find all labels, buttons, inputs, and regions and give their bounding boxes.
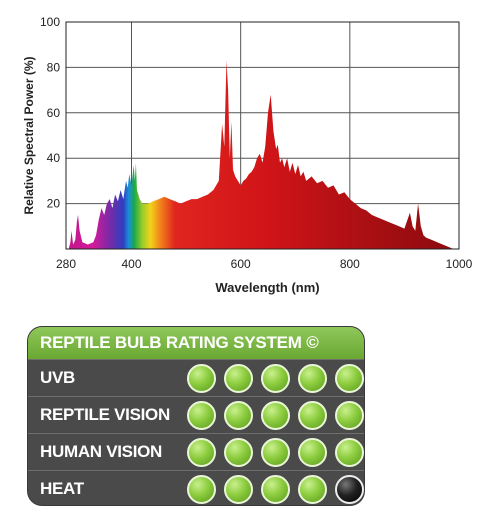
rating-dot-filled [261, 400, 290, 430]
rating-dot-filled [335, 437, 364, 467]
x-tick-label: 600 [231, 257, 251, 271]
rating-dot-filled [261, 437, 290, 467]
reptile-bulb-rating-panel: REPTILE BULB RATING SYSTEM © UVB REPTILE… [28, 327, 364, 505]
rating-dot-filled [298, 474, 327, 504]
rating-dot-filled [298, 400, 327, 430]
rating-dot-filled [187, 363, 216, 393]
y-tick-label: 80 [47, 60, 61, 74]
rating-dot-filled [224, 474, 253, 504]
y-tick-labels: 20 40 60 80 100 [40, 15, 60, 211]
rating-dot-filled [261, 363, 290, 393]
rating-dot-filled [335, 400, 364, 430]
rating-dots [187, 474, 364, 504]
rating-dot-filled [224, 400, 253, 430]
rating-label: REPTILE VISION [40, 405, 170, 424]
rating-dot-filled [298, 437, 327, 467]
rating-dot-filled [261, 474, 290, 504]
rating-label: HEAT [40, 479, 84, 498]
rating-dot-filled [187, 437, 216, 467]
y-axis-label: Relative Spectral Power (%) [22, 56, 36, 214]
y-tick-label: 100 [40, 15, 60, 29]
rating-title: REPTILE BULB RATING SYSTEM © [28, 327, 364, 359]
x-axis-label: Wavelength (nm) [215, 280, 319, 295]
y-tick-label: 60 [47, 106, 61, 120]
rating-row-heat: HEAT [28, 470, 364, 505]
rating-dot-filled [298, 363, 327, 393]
rating-dots [187, 400, 364, 430]
spectrum-chart: 20 40 60 80 100 280 400 600 800 1000 Wavelength … [22, 15, 473, 295]
x-tick-labels: 280 400 600 800 1000 [56, 257, 473, 271]
y-tick-label: 20 [47, 197, 61, 211]
rating-row-reptile-vision: REPTILE VISION [28, 396, 364, 433]
rating-row-uvb: UVB [28, 359, 364, 396]
plot-frame [65, 21, 460, 250]
rating-label: HUMAN VISION [40, 442, 163, 461]
rating-dot-filled [224, 437, 253, 467]
rating-label: UVB [40, 368, 75, 387]
rating-dot-filled [224, 363, 253, 393]
y-tick-label: 40 [47, 151, 61, 165]
x-tick-label: 800 [340, 257, 360, 271]
rating-dots [187, 437, 364, 467]
rating-dot-filled [187, 400, 216, 430]
spectrum-area [66, 60, 459, 249]
x-tick-label: 1000 [446, 257, 473, 271]
rating-row-human-vision: HUMAN VISION [28, 433, 364, 470]
rating-dot-empty [335, 474, 364, 504]
rating-dot-filled [335, 363, 364, 393]
x-tick-label: 280 [56, 257, 76, 271]
x-tick-label: 400 [121, 257, 141, 271]
rating-dots [187, 363, 364, 393]
rating-dot-filled [187, 474, 216, 504]
